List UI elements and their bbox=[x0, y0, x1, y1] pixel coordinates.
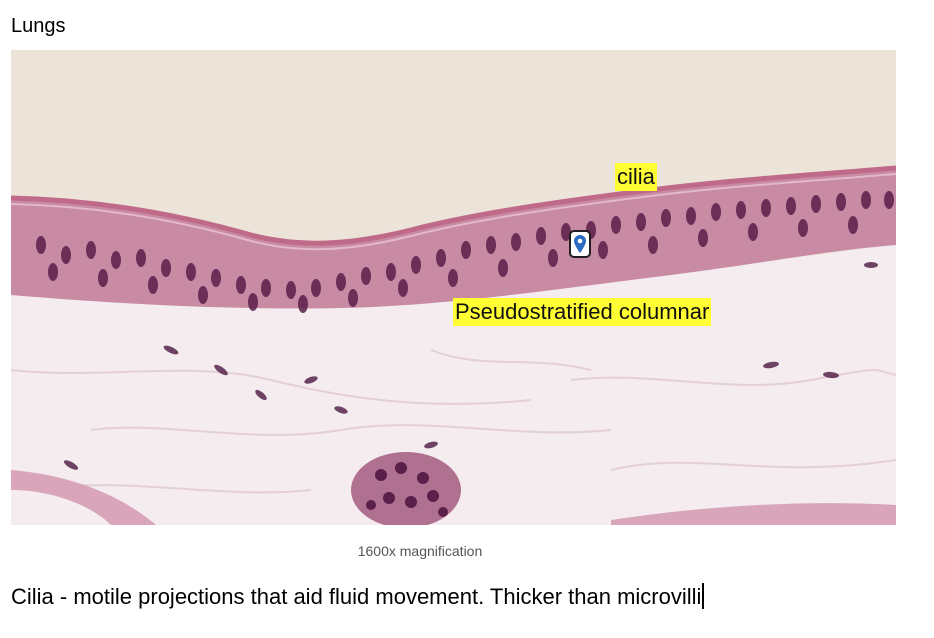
page-title: Lungs bbox=[11, 13, 66, 39]
note-text-content: Cilia - motile projections that aid flui… bbox=[11, 584, 701, 609]
map-pin-icon[interactable] bbox=[569, 230, 591, 258]
micrograph-image: © bbox=[11, 50, 896, 525]
label-pseudostratified-columnar: Pseudostratified columnar bbox=[453, 298, 711, 326]
note-text[interactable]: Cilia - motile projections that aid flui… bbox=[11, 583, 704, 611]
label-cilia: cilia bbox=[615, 163, 657, 191]
image-caption: 1600x magnification bbox=[0, 543, 840, 559]
text-cursor bbox=[702, 583, 704, 609]
histology-drawing bbox=[11, 50, 896, 525]
